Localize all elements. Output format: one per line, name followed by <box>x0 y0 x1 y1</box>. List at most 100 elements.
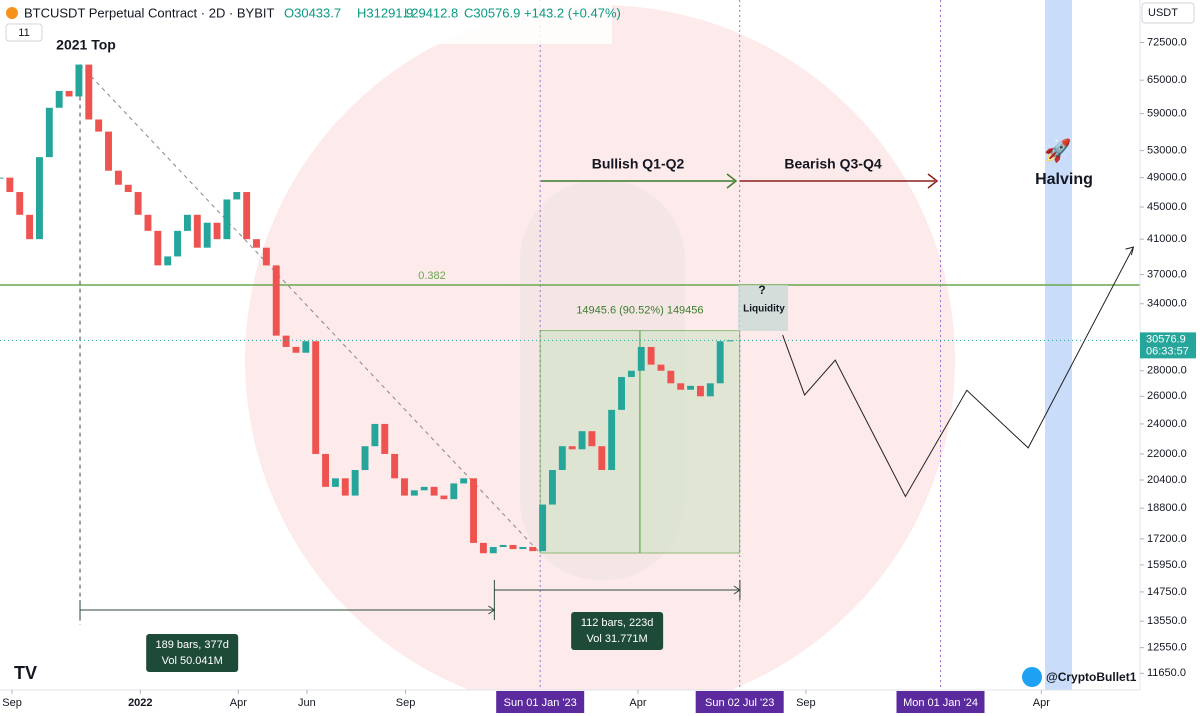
candle <box>696 385 704 397</box>
candle <box>243 192 251 240</box>
author: @CryptoBullet1 <box>1046 670 1137 684</box>
y-tick-label: 53000.0 <box>1147 144 1187 156</box>
projection-arrow <box>1125 246 1135 256</box>
candle <box>420 486 428 491</box>
candle <box>657 364 665 371</box>
candle <box>114 170 122 185</box>
candle <box>322 453 330 487</box>
candle <box>233 192 241 200</box>
candle <box>312 341 320 454</box>
candle <box>539 504 547 552</box>
candle <box>302 341 310 353</box>
candle <box>391 453 399 479</box>
candle <box>479 542 487 554</box>
candle <box>75 64 83 97</box>
bearish-arrow-head <box>927 173 939 189</box>
candle <box>667 370 675 384</box>
last-price-tag <box>1140 332 1196 359</box>
candle <box>489 547 497 554</box>
y-tick-label: 14750.0 <box>1147 586 1187 598</box>
liquidity-label: Liquidity <box>743 304 785 315</box>
low: L29412.8 <box>404 5 458 20</box>
candle <box>608 409 616 471</box>
logo: TV <box>14 663 37 683</box>
candle <box>0 177 4 179</box>
candle <box>726 340 734 342</box>
candle <box>341 478 349 496</box>
y-tick-label: 20400.0 <box>1147 474 1187 486</box>
candle <box>36 157 43 240</box>
candle <box>470 478 477 543</box>
y-tick-label: 18800.0 <box>1147 502 1187 514</box>
range-box <box>146 634 239 672</box>
y-tick-label: 28000.0 <box>1147 365 1187 377</box>
candle <box>213 222 221 240</box>
range-label: 189 bars, 377d <box>155 639 228 651</box>
candle <box>45 107 53 158</box>
x-tick-label: Apr <box>1033 697 1050 709</box>
indicator-count[interactable]: 11 <box>18 27 29 39</box>
candle <box>598 446 606 471</box>
y-tick-label: 17200.0 <box>1147 533 1187 545</box>
change: +143.2 (+0.47%) <box>524 5 621 20</box>
y-tick-label: 12550.0 <box>1147 642 1187 654</box>
halving-label: Halving <box>1035 171 1093 188</box>
y-tick-label: 59000.0 <box>1147 107 1187 119</box>
x-tick-label: Sun 01 Jan '23 <box>504 697 577 709</box>
candle <box>223 199 231 240</box>
indicator-toggle[interactable] <box>5 23 43 42</box>
range-volume: Vol 31.771M <box>587 633 648 645</box>
candle <box>716 341 724 384</box>
high: H31291.9 <box>357 5 413 20</box>
candle <box>647 346 655 365</box>
candle <box>706 383 714 397</box>
candle <box>174 230 182 257</box>
candle <box>154 230 162 266</box>
range-label: 112 bars, 223d <box>581 617 654 629</box>
x-tick-label: Sep <box>396 697 416 709</box>
x-tick-highlight <box>695 691 784 713</box>
candle <box>105 131 112 171</box>
x-tick-label: 2022 <box>128 697 152 709</box>
y-tick-label: 13550.0 <box>1147 615 1187 627</box>
candle <box>124 184 132 193</box>
bullish-label: Bullish Q1-Q2 <box>592 156 685 172</box>
y-tick-label: 41000.0 <box>1147 233 1187 245</box>
header-bg <box>0 0 612 44</box>
top-label: 2021 Top <box>56 37 116 53</box>
candle <box>509 544 517 550</box>
y-tick-label: 49000.0 <box>1147 172 1187 184</box>
candle <box>529 547 537 552</box>
y-tick-label: 11650.0 <box>1147 667 1186 679</box>
candle <box>618 376 625 410</box>
candle <box>687 385 695 390</box>
y-tick-label: 24000.0 <box>1147 418 1187 430</box>
candle <box>499 544 507 548</box>
projection-line <box>782 246 1134 498</box>
range-arrow <box>488 605 496 615</box>
liquidity-box <box>738 285 788 331</box>
candle <box>6 177 14 193</box>
candle <box>558 446 566 471</box>
y-tick-label: 37000.0 <box>1147 268 1187 280</box>
candle <box>430 486 438 496</box>
open: O30433.7 <box>284 5 341 20</box>
candle <box>351 470 359 496</box>
y-tick-label: 65000.0 <box>1147 74 1187 86</box>
symbol: BTCUSDT Perpetual Contract · 2D · BYBIT <box>24 5 275 20</box>
candle <box>164 256 172 266</box>
candle <box>460 478 468 484</box>
x-tick-label: Apr <box>230 697 247 709</box>
x-tick-label: Sep <box>796 697 816 709</box>
candle <box>549 470 556 505</box>
candle <box>450 483 458 500</box>
candle <box>253 239 260 248</box>
candle <box>519 547 527 550</box>
currency-select[interactable] <box>1141 2 1195 24</box>
currency[interactable]: USDT <box>1148 7 1178 19</box>
last-price-label: 30576.9 <box>1146 333 1186 345</box>
candle <box>401 478 408 496</box>
range-volume: Vol 50.041M <box>162 655 223 667</box>
candle <box>272 265 280 336</box>
